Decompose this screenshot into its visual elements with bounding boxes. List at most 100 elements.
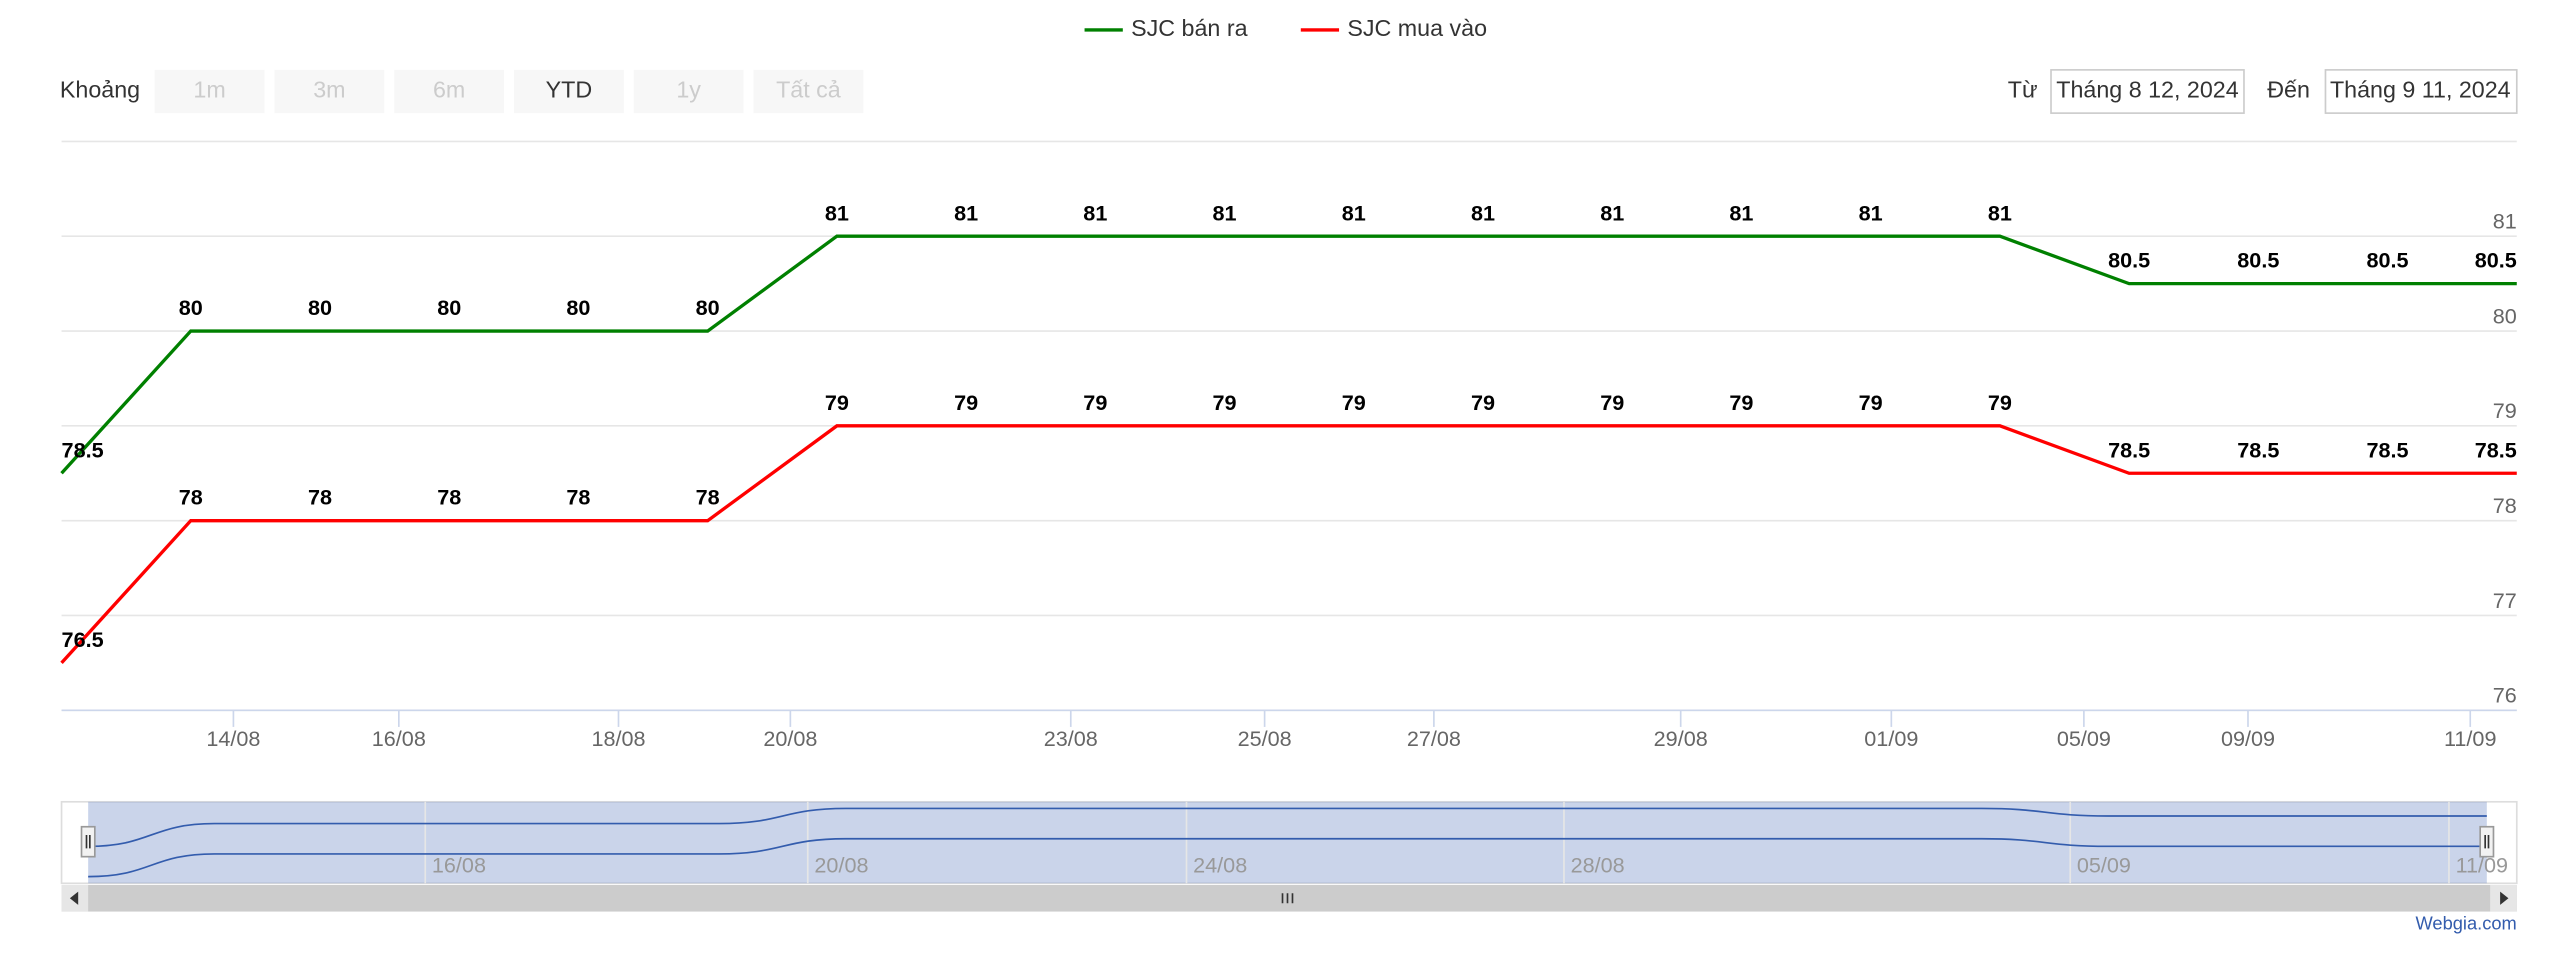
navigator-tick-label: 28/08 — [1571, 852, 1625, 877]
range-button-label[interactable]: 3m — [313, 77, 345, 103]
y-tick-label: 81 — [2493, 209, 2517, 234]
data-label: 80 — [437, 295, 461, 320]
range-button[interactable] — [154, 69, 265, 114]
data-label: 79 — [1342, 390, 1366, 415]
range-button-label[interactable]: 6m — [433, 77, 465, 103]
credit[interactable]: Webgia.com — [2415, 913, 2516, 934]
handle-grip — [2484, 835, 2490, 849]
data-label: 78 — [308, 485, 332, 510]
data-label: 79 — [1471, 390, 1495, 415]
x-tick-label: 18/08 — [591, 726, 645, 751]
legend-label[interactable]: SJC bán ra — [1131, 15, 1247, 41]
data-label: 78.5 — [2367, 437, 2409, 462]
data-label: 80.5 — [2475, 248, 2517, 273]
arrow — [2500, 891, 2509, 905]
x-tick-label: 01/09 — [1864, 726, 1918, 751]
x-tick-label: 29/08 — [1654, 726, 1708, 751]
to-value[interactable]: Tháng 9 11, 2024 — [2330, 77, 2511, 103]
range-button-label[interactable]: 1m — [193, 77, 225, 103]
y-tick-label: 77 — [2493, 588, 2517, 613]
data-label: 81 — [1859, 200, 1883, 225]
range-button-label[interactable]: 1y — [676, 77, 701, 103]
x-tick-label: 25/08 — [1238, 726, 1292, 751]
data-label: 80 — [179, 295, 203, 320]
data-label: 80 — [308, 295, 332, 320]
data-label: 78 — [179, 485, 203, 510]
data-label: 81 — [954, 200, 978, 225]
to-label: Đến — [2267, 77, 2310, 103]
data-label: 80.5 — [2108, 248, 2150, 273]
from-input[interactable] — [2050, 69, 2245, 114]
data-label: 79 — [954, 390, 978, 415]
series-line — [60, 234, 2517, 475]
navigator-tick-label: 20/08 — [814, 852, 868, 877]
data-label: 78 — [566, 485, 590, 510]
range-button-label[interactable]: Tất cả — [776, 77, 841, 103]
navigator-handle[interactable] — [2479, 825, 2495, 858]
range-button-label[interactable]: YTD — [546, 77, 593, 103]
data-label: 78.5 — [2237, 437, 2279, 462]
y-tick-label: 78 — [2493, 493, 2517, 518]
data-label: 79 — [1859, 390, 1883, 415]
data-label: 78 — [437, 485, 461, 510]
data-label: 79 — [1600, 390, 1624, 415]
range-label: Khoảng — [60, 77, 140, 103]
data-label: 78.5 — [2475, 437, 2517, 462]
data-label: 79 — [1988, 390, 2012, 415]
data-label: 76.5 — [62, 627, 104, 652]
x-tick-label: 05/09 — [2057, 726, 2111, 751]
navigator-tick-label: 24/08 — [1193, 852, 1247, 877]
data-label: 80 — [566, 295, 590, 320]
y-tick-label: 76 — [2493, 683, 2517, 708]
navigator-tick-label: 05/09 — [2077, 852, 2131, 877]
y-tick-label: 80 — [2493, 303, 2517, 328]
scrollbar[interactable] — [61, 884, 2517, 912]
data-label: 78.5 — [2108, 437, 2150, 462]
navigator-handle[interactable] — [80, 825, 96, 858]
data-label: 80.5 — [2367, 248, 2409, 273]
range-button[interactable] — [633, 69, 744, 114]
navigator-tick-label: 16/08 — [432, 852, 486, 877]
x-tick-label: 11/09 — [2444, 726, 2496, 751]
x-tick-label: 16/08 — [372, 726, 426, 751]
from-label: Từ — [2008, 77, 2038, 103]
data-label: 80.5 — [2237, 248, 2279, 273]
data-label: 78.5 — [62, 437, 104, 462]
data-label: 81 — [1083, 200, 1107, 225]
data-label: 79 — [1213, 390, 1237, 415]
navigator-foreground: 16/08 20/08 24/08 28/08 05/09 11/09 — [80, 801, 2508, 884]
arrow — [69, 891, 79, 905]
to-input[interactable] — [2324, 69, 2518, 114]
data-label: 80 — [696, 295, 720, 320]
range-button[interactable] — [753, 69, 864, 114]
data-label: 79 — [1729, 390, 1753, 415]
x-tick-label: 27/08 — [1407, 726, 1461, 751]
range-button[interactable] — [394, 69, 505, 114]
x-tick-label: 23/08 — [1044, 726, 1098, 751]
data-label: 79 — [1083, 390, 1107, 415]
data-label: 81 — [1471, 200, 1495, 225]
y-tick-label: 79 — [2493, 398, 2517, 423]
data-label: 81 — [1729, 200, 1753, 225]
x-tick-label: 14/08 — [206, 726, 260, 751]
from-value[interactable]: Tháng 8 12, 2024 — [2056, 77, 2238, 103]
x-tick-label: 09/09 — [2221, 726, 2275, 751]
navigator-series — [88, 837, 2487, 878]
range-button[interactable] — [274, 69, 385, 114]
data-label: 81 — [1342, 200, 1366, 225]
handle-grip — [85, 835, 91, 849]
series-line — [60, 424, 2517, 665]
scroll-grip — [1281, 893, 1294, 904]
data-label: 81 — [1600, 200, 1624, 225]
x-tick-label: 20/08 — [763, 726, 817, 751]
data-label: 81 — [1988, 200, 2012, 225]
range-button[interactable] — [514, 69, 624, 114]
data-label: 81 — [825, 200, 849, 225]
data-label: 78 — [696, 485, 720, 510]
data-label: 79 — [825, 390, 849, 415]
legend-label[interactable]: SJC mua vào — [1347, 15, 1487, 41]
data-label: 81 — [1213, 200, 1237, 225]
navigator-series — [88, 807, 2487, 848]
